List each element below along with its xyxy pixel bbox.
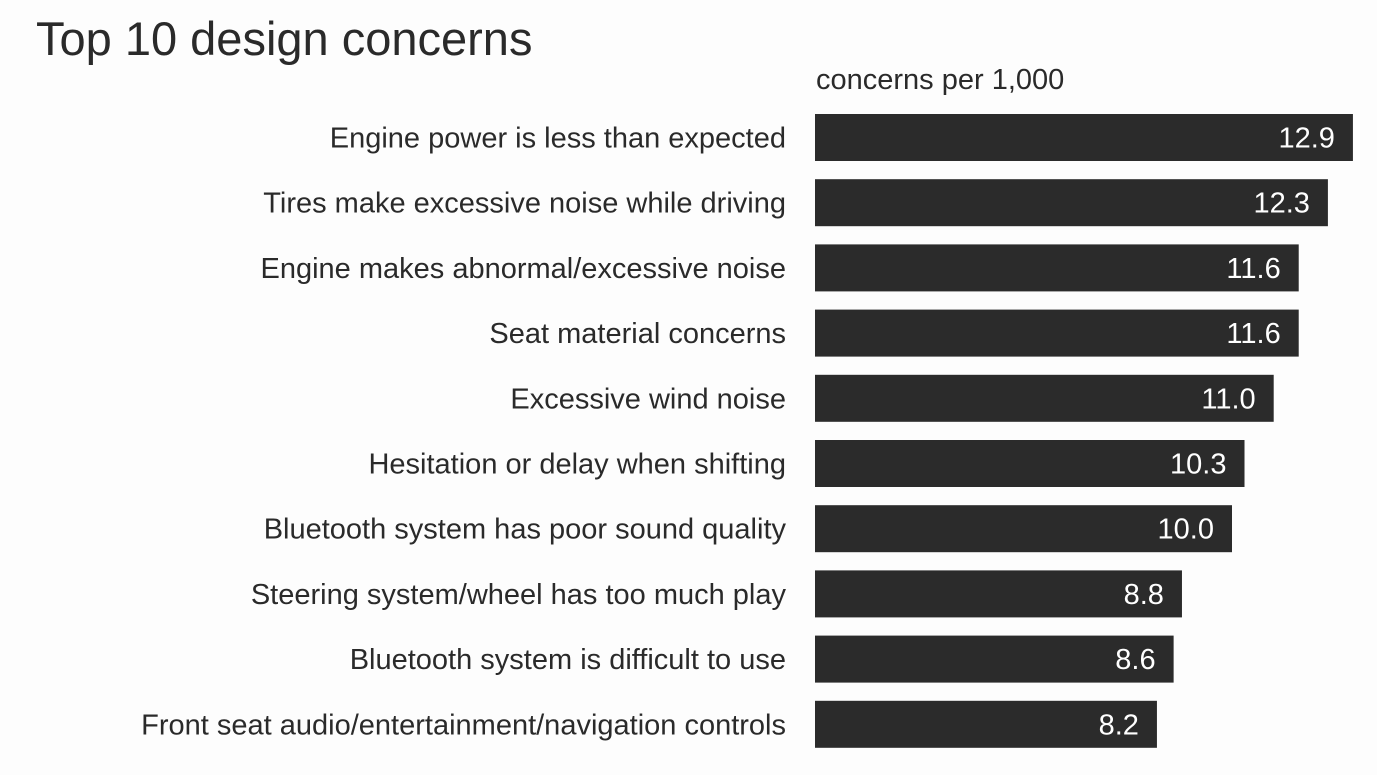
bar bbox=[815, 309, 1299, 357]
category-label: Excessive wind noise bbox=[510, 383, 786, 415]
value-label: 11.6 bbox=[1226, 318, 1280, 350]
bar bbox=[815, 570, 1182, 618]
value-label: 12.9 bbox=[1278, 123, 1334, 155]
value-label: 12.3 bbox=[1253, 188, 1309, 220]
value-label: 8.2 bbox=[1099, 709, 1139, 741]
bars-group: Engine power is less than expected 12.9 Ti… bbox=[141, 114, 1353, 748]
bar bbox=[815, 505, 1232, 553]
bar bbox=[815, 635, 1174, 683]
value-label: 11.0 bbox=[1201, 383, 1255, 415]
bar bbox=[815, 114, 1353, 161]
category-label: Engine power is less than expected bbox=[330, 123, 786, 155]
category-label: Seat material concerns bbox=[489, 318, 786, 350]
category-label: Engine makes abnormal/excessive noise bbox=[261, 253, 787, 285]
category-label: Tires make excessive noise while driving bbox=[263, 188, 786, 220]
chart-title: Top 10 design concerns bbox=[36, 12, 532, 65]
category-label: Hesitation or delay when shifting bbox=[368, 449, 786, 481]
value-label: 10.3 bbox=[1170, 449, 1226, 481]
bar bbox=[815, 374, 1274, 422]
bar bbox=[815, 700, 1157, 748]
bar bbox=[815, 440, 1245, 487]
value-label: 8.8 bbox=[1124, 579, 1164, 611]
value-label: 8.6 bbox=[1115, 644, 1155, 676]
category-label: Bluetooth system has poor sound quality bbox=[264, 514, 787, 546]
value-label: 10.0 bbox=[1158, 514, 1214, 546]
unit-label: concerns per 1,000 bbox=[816, 64, 1064, 96]
category-label: Steering system/wheel has too much play bbox=[251, 579, 787, 611]
bar bbox=[815, 179, 1328, 227]
bar bbox=[815, 244, 1299, 292]
category-label: Bluetooth system is difficult to use bbox=[350, 644, 786, 676]
category-label: Front seat audio/entertainment/navigatio… bbox=[141, 709, 786, 741]
value-label: 11.6 bbox=[1226, 253, 1280, 285]
